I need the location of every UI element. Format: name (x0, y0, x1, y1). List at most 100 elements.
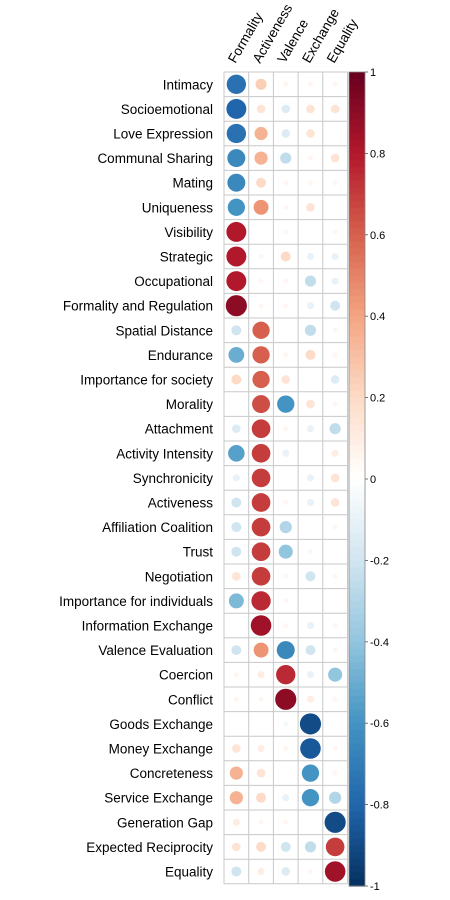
row-label: Information Exchange (82, 619, 213, 634)
correlation-circle (229, 766, 243, 780)
colorbar-segment (349, 431, 365, 439)
correlation-circle (229, 791, 243, 805)
correlation-circle (226, 98, 247, 119)
colorbar-segment (349, 709, 365, 718)
correlation-circle (257, 671, 265, 679)
correlation-circle (306, 671, 314, 679)
colorbar-segment (349, 804, 365, 812)
row-label: Endurance (148, 348, 213, 363)
row-label: Affiliation Coalition (102, 520, 213, 535)
column-labels: FormalityActivenessValenceExchangeEquali… (225, 1, 361, 65)
correlation-circle (281, 104, 291, 114)
colorbar-segment (349, 696, 365, 704)
circles (225, 74, 346, 882)
colorbar-segment (349, 784, 365, 792)
correlation-circle (283, 352, 289, 358)
colorbar-segment (349, 512, 365, 521)
correlation-circle (231, 866, 242, 877)
correlation-circle (275, 688, 297, 710)
colorbar-segment (349, 350, 365, 358)
correlation-circle (256, 792, 267, 803)
correlation-circle (232, 571, 241, 581)
colorbar-segment (349, 173, 365, 182)
correlation-circle (231, 497, 242, 508)
correlation-circle (256, 177, 267, 188)
correlation-circle (334, 551, 336, 553)
colorbar-segment (349, 533, 365, 541)
colorbar-segment (349, 438, 365, 446)
colorbar-segment (349, 560, 365, 568)
row-label: Occupational (134, 274, 213, 289)
colorbar-segment (349, 757, 365, 765)
correlation-circle (332, 746, 338, 751)
row-label: Expected Reciprocity (86, 840, 213, 855)
correlation-circle (332, 229, 338, 235)
correlation-circle (332, 352, 338, 358)
correlation-circle (283, 573, 289, 579)
correlation-circle (283, 598, 289, 604)
colorbar-segment (349, 743, 365, 751)
correlation-circle (307, 180, 313, 186)
correlation-circle (235, 403, 237, 405)
correlation-circle (334, 723, 336, 725)
row-label: Concreteness (130, 766, 214, 781)
colorbar-segment (349, 221, 365, 229)
correlation-circle (232, 818, 240, 826)
correlation-circle (332, 770, 338, 776)
correlation-circle (282, 449, 290, 457)
correlation-circle (301, 789, 320, 807)
correlation-circle (251, 517, 271, 537)
correlation-circle (252, 346, 270, 364)
colorbar-segment (349, 729, 365, 738)
colorbar-segment (349, 587, 365, 595)
correlation-circle (277, 395, 295, 413)
colorbar-segment (349, 723, 365, 731)
colorbar-segment (349, 78, 365, 87)
colorbar-segment (349, 384, 365, 392)
correlation-circle (235, 723, 237, 725)
correlation-circle (324, 811, 346, 833)
correlation-circle (231, 645, 242, 656)
correlation-circle (299, 713, 322, 735)
row-label: Visibility (164, 225, 213, 240)
colorbar-segment (349, 228, 365, 236)
colorbar-segment (349, 139, 365, 148)
colorbar-segment (349, 112, 365, 121)
correlation-circle (256, 104, 266, 114)
colorbar-segment (349, 879, 365, 887)
colorbar-segment (349, 458, 365, 467)
colorbar-segment (349, 858, 365, 867)
correlation-circle (232, 842, 241, 852)
correlation-circle (306, 498, 314, 507)
correlation-circle (251, 566, 271, 586)
correlation-circle (254, 151, 268, 165)
correlation-circle (232, 744, 241, 753)
correlation-circle (309, 600, 312, 602)
correlation-circle (251, 493, 271, 512)
correlation-circle (278, 544, 293, 559)
colorbar-segment (349, 716, 365, 724)
colorbar-segment (349, 567, 365, 575)
correlation-circle (226, 123, 247, 144)
correlation-circle (252, 321, 270, 339)
correlation-circle (309, 452, 312, 454)
colorbar-segment (349, 485, 365, 494)
correlation-circle (324, 861, 346, 882)
colorbar-segment (349, 865, 365, 874)
colorbar-segment (349, 506, 365, 514)
correlation-circle (283, 500, 289, 505)
correlation-circle (309, 526, 312, 528)
correlation-circle (334, 132, 336, 135)
colorbar-segment (349, 689, 365, 697)
correlation-circle (304, 275, 317, 287)
correlation-circle (331, 277, 339, 285)
correlation-circle (305, 645, 316, 656)
correlation-circle (305, 349, 316, 360)
row-label: Love Expression (113, 127, 213, 142)
colorbar-segment (349, 655, 365, 663)
colorbar-tick-label: -1 (370, 881, 380, 893)
correlation-circle (332, 573, 338, 579)
correlation-circle (280, 251, 291, 262)
correlation-circle (330, 300, 341, 311)
correlation-circle (330, 498, 340, 507)
